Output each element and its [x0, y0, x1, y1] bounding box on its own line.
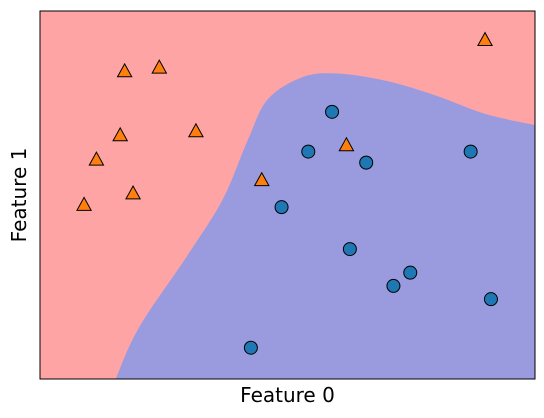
- data-point-circle: [243, 340, 258, 355]
- plot-area: [39, 10, 536, 380]
- x-axis-label: Feature 0: [240, 383, 335, 407]
- data-point-triangle: [125, 184, 142, 200]
- data-point-triangle: [253, 171, 270, 187]
- points-layer: [76, 31, 498, 355]
- data-point-triangle: [477, 31, 493, 46]
- data-point-circle: [386, 278, 401, 293]
- data-point-triangle: [187, 122, 204, 138]
- data-point-triangle: [151, 59, 168, 74]
- data-point-circle: [359, 155, 374, 170]
- data-point-circle: [483, 292, 498, 307]
- data-point-triangle: [116, 62, 133, 78]
- region-class-1: [115, 73, 536, 379]
- data-point-circle: [342, 242, 357, 257]
- data-point-triangle: [76, 196, 93, 211]
- data-point-triangle: [88, 151, 105, 166]
- data-point-triangle: [338, 136, 355, 152]
- data-point-circle: [403, 265, 418, 280]
- data-point-circle: [274, 200, 289, 215]
- data-point-circle: [301, 144, 316, 159]
- y-axis-label: Feature 1: [7, 148, 31, 243]
- plot-frame: [39, 10, 536, 380]
- data-point-circle: [325, 104, 340, 119]
- data-point-circle: [463, 144, 478, 159]
- data-point-triangle: [112, 126, 129, 142]
